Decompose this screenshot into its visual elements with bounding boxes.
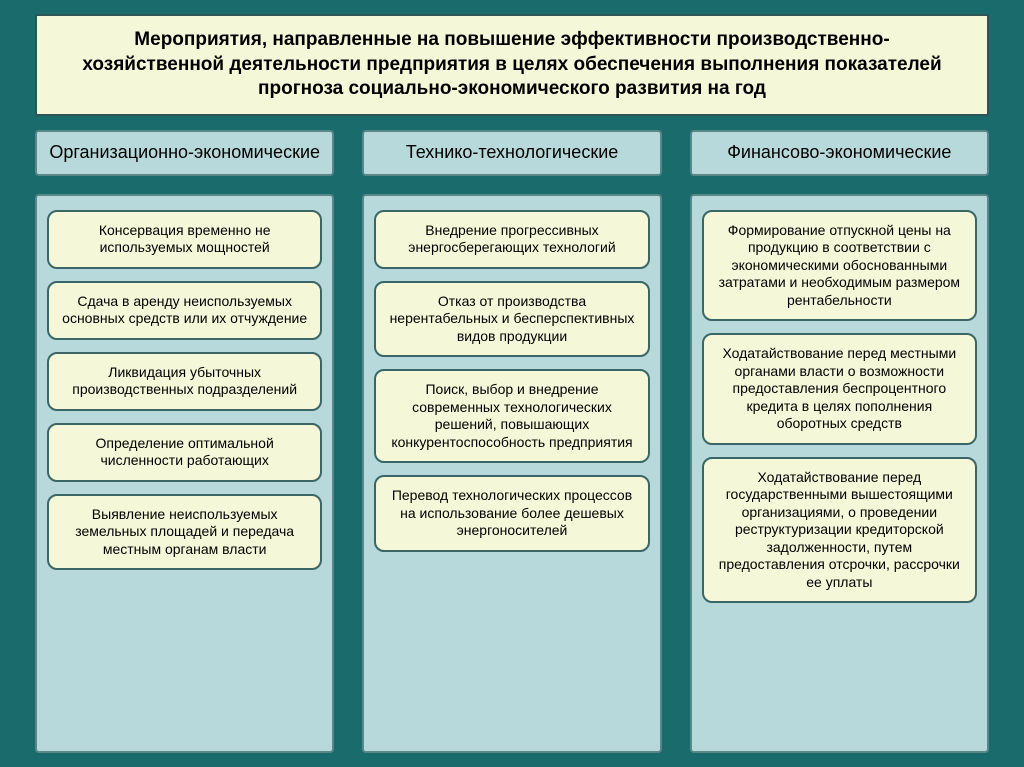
item-box: Внедрение прогрессивных энергосберегающи… [374, 210, 649, 269]
columns-container: Организационно-экономические Консервация… [35, 130, 989, 753]
items-container-technical: Внедрение прогрессивных энергосберегающи… [362, 194, 661, 753]
item-text: Ходатайствование перед государственными … [719, 469, 960, 590]
item-text: Ходатайствование перед местными органами… [722, 345, 956, 431]
item-box: Отказ от производства нерентабельных и б… [374, 281, 649, 358]
item-text: Сдача в аренду неиспользуемых основных с… [62, 293, 307, 327]
column-financial: Финансово-экономические Формирование отп… [690, 130, 989, 753]
item-text: Консервация временно не используемых мощ… [99, 222, 271, 256]
item-box: Перевод технологических процессов на исп… [374, 475, 649, 552]
item-box: Ликвидация убыточных производственных по… [47, 352, 322, 411]
item-box: Поиск, выбор и внедрение современных тех… [374, 369, 649, 463]
category-label: Организационно-экономические [49, 142, 320, 162]
item-text: Определение оптимальной численности рабо… [96, 435, 274, 469]
category-header-organizational: Организационно-экономические [35, 130, 334, 176]
category-label: Технико-технологические [406, 142, 619, 162]
item-box: Определение оптимальной численности рабо… [47, 423, 322, 482]
category-header-financial: Финансово-экономические [690, 130, 989, 176]
item-text: Ликвидация убыточных производственных по… [72, 364, 297, 398]
column-technical: Технико-технологические Внедрение прогре… [362, 130, 661, 753]
item-text: Выявление неиспользуемых земельных площа… [75, 506, 294, 557]
category-label: Финансово-экономические [727, 142, 951, 162]
item-box: Формирование отпускной цены на продукцию… [702, 210, 977, 322]
title-text: Мероприятия, направленные на повышение э… [82, 29, 941, 99]
title-box: Мероприятия, направленные на повышение э… [35, 14, 989, 116]
item-text: Формирование отпускной цены на продукцию… [719, 222, 960, 308]
item-box: Ходатайствование перед государственными … [702, 457, 977, 604]
item-text: Поиск, выбор и внедрение современных тех… [391, 381, 632, 450]
item-box: Консервация временно не используемых мощ… [47, 210, 322, 269]
category-header-technical: Технико-технологические [362, 130, 661, 176]
items-container-organizational: Консервация временно не используемых мощ… [35, 194, 334, 753]
column-organizational: Организационно-экономические Консервация… [35, 130, 334, 753]
item-text: Перевод технологических процессов на исп… [392, 487, 632, 538]
item-box: Ходатайствование перед местными органами… [702, 333, 977, 445]
item-text: Отказ от производства нерентабельных и б… [390, 293, 635, 344]
item-box: Выявление неиспользуемых земельных площа… [47, 494, 322, 571]
item-box: Сдача в аренду неиспользуемых основных с… [47, 281, 322, 340]
items-container-financial: Формирование отпускной цены на продукцию… [690, 194, 989, 753]
item-text: Внедрение прогрессивных энергосберегающи… [408, 222, 615, 256]
